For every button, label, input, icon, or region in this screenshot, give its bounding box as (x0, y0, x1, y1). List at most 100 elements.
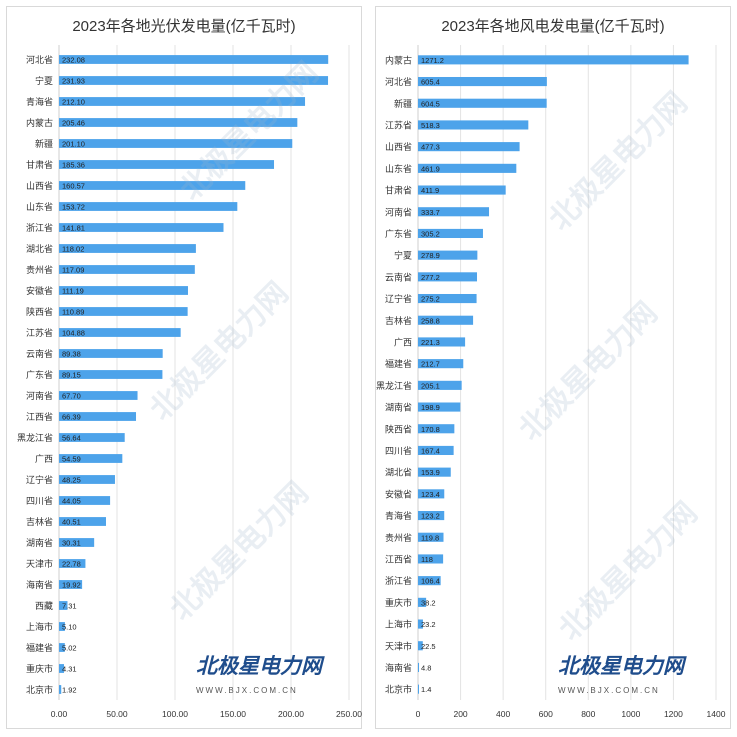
bar (59, 433, 125, 442)
bar (59, 412, 137, 421)
bar (59, 139, 293, 148)
bar (418, 380, 462, 390)
x-tick-label: 0.00 (51, 709, 68, 719)
bar (59, 202, 238, 211)
value-label: 118.02 (62, 245, 84, 254)
value-label: 604.5 (421, 99, 440, 108)
value-label: 153.72 (62, 203, 85, 212)
x-tick-label: 1400 (707, 709, 726, 719)
x-tick-label: 600 (539, 709, 553, 719)
category-label: 海南省 (385, 662, 412, 673)
bar (59, 454, 123, 463)
value-label: 518.3 (421, 121, 440, 130)
category-label: 新疆 (35, 138, 53, 149)
value-label: 89.38 (62, 350, 81, 359)
value-label: 305.2 (421, 229, 440, 238)
value-label: 111.19 (62, 287, 84, 296)
wind-chart-title: 2023年各地风电发电量(亿千瓦时) (441, 18, 665, 35)
value-label: 275.2 (421, 295, 440, 304)
bar (59, 559, 86, 568)
value-label: 141.81 (62, 224, 85, 233)
bar (418, 293, 477, 304)
category-label: 吉林省 (385, 315, 412, 326)
category-label: 重庆市 (26, 663, 53, 674)
bar (418, 163, 517, 173)
bar (418, 402, 461, 412)
bar (418, 554, 444, 564)
value-label: 411.9 (421, 186, 439, 195)
x-tick-label: 100.00 (162, 709, 188, 719)
bar (418, 684, 419, 694)
bar (59, 286, 188, 295)
bar (418, 489, 445, 499)
bar (418, 120, 529, 130)
value-label: 123.2 (421, 512, 440, 521)
value-label: 22.5 (421, 642, 436, 651)
bar (59, 643, 65, 652)
solar-chart-title: 2023年各地光伏发电量(亿千瓦时) (72, 18, 296, 35)
category-label: 天津市 (385, 640, 412, 651)
category-label: 吉林省 (26, 516, 53, 527)
bar (59, 55, 329, 64)
solar-bar-chart: 河北省 232.08 宁夏 231.93 青海省 212.10 内蒙古 205.46 新疆 201… (17, 45, 362, 719)
category-label: 广东省 (26, 369, 53, 380)
category-label: 上海市 (26, 621, 53, 632)
category-label: 海南省 (26, 579, 53, 590)
value-label: 205.46 (62, 119, 85, 128)
category-label: 内蒙古 (26, 117, 53, 128)
category-label: 宁夏 (35, 75, 53, 86)
bar (418, 337, 466, 347)
value-label: 106.4 (421, 577, 440, 586)
x-tick-label: 0 (416, 709, 421, 719)
category-label: 陕西省 (385, 423, 412, 434)
category-label: 安徽省 (385, 488, 412, 499)
value-label: 56.64 (62, 434, 81, 443)
bar (418, 467, 451, 477)
value-label: 38.2 (421, 598, 436, 607)
category-label: 重庆市 (385, 597, 412, 608)
category-label: 宁夏 (394, 250, 412, 261)
bar (59, 76, 329, 85)
bar (59, 391, 138, 400)
bar (418, 55, 689, 65)
value-label: 212.7 (421, 360, 440, 369)
bar (59, 538, 95, 547)
category-label: 福建省 (385, 358, 412, 369)
category-label: 陕西省 (26, 306, 53, 317)
bar (59, 223, 224, 232)
category-label: 黑龙江省 (17, 432, 53, 443)
bar (59, 328, 181, 337)
bar (59, 349, 163, 358)
category-label: 青海省 (26, 96, 53, 107)
value-label: 205.1 (421, 381, 440, 390)
bar (418, 510, 445, 521)
value-label: 30.31 (62, 539, 81, 548)
category-label: 河南省 (385, 206, 412, 217)
bar (418, 532, 444, 542)
value-label: 66.39 (62, 413, 81, 422)
value-label: 48.25 (62, 476, 81, 485)
category-label: 山西省 (385, 141, 412, 152)
bar (59, 496, 111, 505)
value-label: 201.10 (62, 140, 85, 149)
bar (59, 181, 246, 190)
x-tick-label: 1200 (664, 709, 683, 719)
value-label: 89.15 (62, 371, 81, 380)
bar (59, 160, 275, 169)
bar (418, 228, 483, 239)
value-label: 110.89 (62, 308, 84, 317)
value-label: 212.10 (62, 98, 85, 107)
value-label: 40.51 (62, 518, 81, 527)
value-label: 44.05 (62, 497, 81, 506)
bar (59, 580, 83, 589)
value-label: 278.9 (421, 251, 440, 260)
bar (418, 98, 547, 108)
category-label: 湖南省 (385, 402, 412, 413)
value-label: 232.08 (62, 56, 85, 65)
x-tick-label: 1000 (621, 709, 640, 719)
bar (59, 664, 64, 673)
bar (59, 601, 68, 610)
bar (59, 685, 62, 694)
category-label: 安徽省 (26, 285, 53, 296)
category-label: 山东省 (385, 163, 412, 174)
